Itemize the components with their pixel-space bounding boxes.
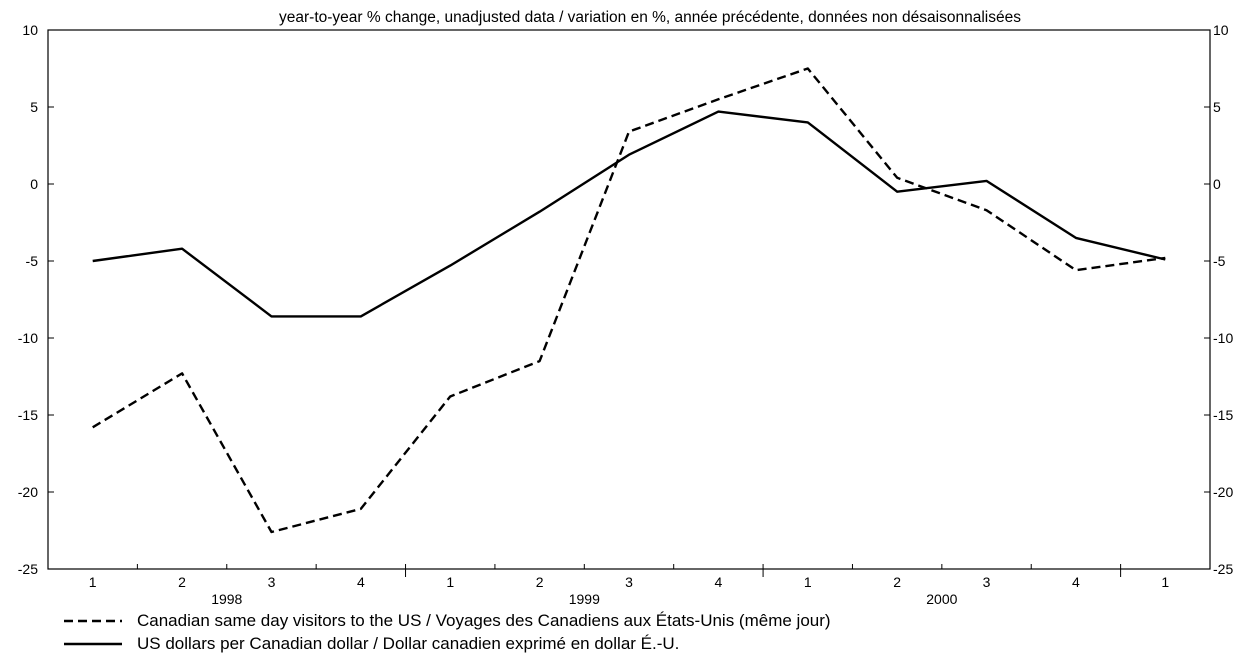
legend-label-1: US dollars per Canadian dollar / Dollar … — [137, 634, 679, 653]
year-label: 2000 — [926, 591, 957, 607]
y-tick-label-left: -15 — [18, 407, 38, 423]
chart-title: year-to-year % change, unadjusted data /… — [279, 9, 1021, 26]
y-tick-label-right: -10 — [1213, 330, 1233, 346]
y-tick-label-right: -20 — [1213, 484, 1233, 500]
y-tick-label-right: -15 — [1213, 407, 1233, 423]
x-tick-label: 2 — [178, 574, 186, 590]
year-label: 1998 — [211, 591, 242, 607]
series-line-0 — [92, 67, 1166, 534]
x-axis: 1 2 3 4 1 2 3 4 1 2 3 4 1 1998 1999 2000 — [47, 564, 1211, 607]
y-axis-left: 10 5 0 -5 -10 -15 -20 -25 — [18, 22, 54, 577]
x-tick-label: 2 — [536, 574, 544, 590]
x-tick-label: 1 — [804, 574, 812, 590]
y-tick-label-right: 5 — [1213, 99, 1221, 115]
year-label: 1999 — [569, 591, 600, 607]
y-tick-label-right: 0 — [1213, 176, 1221, 192]
y-axis-right: 10 5 0 -5 -10 -15 -20 -25 — [1204, 22, 1233, 577]
x-tick-label: 3 — [268, 574, 276, 590]
x-tick-label: 3 — [983, 574, 991, 590]
y-tick-label-right: -5 — [1213, 253, 1226, 269]
y-tick-label-right: 10 — [1213, 22, 1229, 38]
x-tick-label: 4 — [714, 574, 722, 590]
y-tick-label-right: -25 — [1213, 561, 1233, 577]
y-tick-label-left: -5 — [26, 253, 39, 269]
legend-label-0: Canadian same day visitors to the US / V… — [137, 611, 831, 630]
series-line-1 — [92, 110, 1166, 318]
plot-frame — [47, 29, 1211, 570]
x-tick-label: 3 — [625, 574, 633, 590]
y-tick-label-left: 5 — [30, 99, 38, 115]
x-tick-label: 4 — [1072, 574, 1080, 590]
x-tick-label: 2 — [893, 574, 901, 590]
y-tick-label-left: -10 — [18, 330, 38, 346]
x-tick-label: 1 — [89, 574, 97, 590]
x-tick-label: 1 — [1161, 574, 1169, 590]
y-tick-label-left: -25 — [18, 561, 38, 577]
y-tick-label-left: 10 — [22, 22, 38, 38]
x-tick-label: 1 — [446, 574, 454, 590]
y-tick-label-left: -20 — [18, 484, 38, 500]
legend: Canadian same day visitors to the US / V… — [64, 611, 831, 653]
series-layer — [92, 67, 1166, 534]
y-tick-label-left: 0 — [30, 176, 38, 192]
x-tick-label: 4 — [357, 574, 365, 590]
